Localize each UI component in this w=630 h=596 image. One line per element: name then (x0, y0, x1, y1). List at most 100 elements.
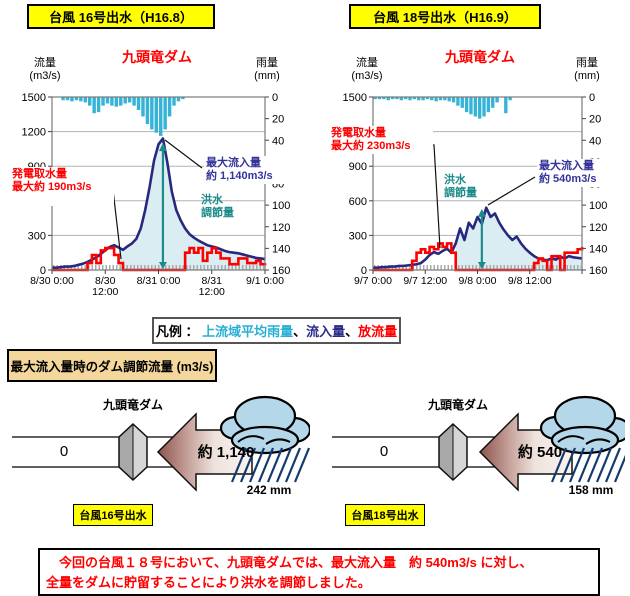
right-chart-flow-axis-label: 流量 (m3/s) (351, 57, 383, 82)
svg-text:300: 300 (28, 230, 46, 242)
left-diagram-downstream-value: 0 (59, 443, 69, 460)
rain-bar (70, 97, 74, 102)
left-chart-flow-axis-label: 流量 (m3/s) (29, 57, 61, 82)
left-diagram-dam-label: 九頭竜ダム (102, 398, 163, 412)
rain-bar (61, 97, 65, 101)
right-dam-diagram (332, 395, 625, 492)
rain-bar (417, 97, 421, 101)
svg-text:0: 0 (40, 265, 46, 277)
legend-rainfall: 上流域平均雨量 (202, 324, 294, 339)
svg-text:8/31: 8/31 (202, 275, 223, 287)
rain-bar (504, 97, 508, 114)
flood-storage-area (118, 138, 265, 270)
rain-bar (110, 97, 114, 106)
left-dam-diagram (12, 395, 310, 492)
left-hydrograph-chart: 0300600900120015000204060801001201401608… (22, 92, 291, 298)
rain-bar (482, 97, 486, 117)
right-diagram-rain-total: 158 mm (568, 483, 614, 497)
rain-bar (101, 97, 105, 106)
rain-bar (430, 97, 434, 101)
rain-bar (438, 97, 443, 101)
rain-bar (508, 97, 512, 101)
rain-bar (105, 97, 110, 104)
dam-icon (439, 424, 453, 480)
right-diagram-tag: 台風18号出水 (345, 504, 425, 526)
legend-inflow: 流入量 (306, 324, 346, 339)
left-chart-flood-control-label: 洪水 調節量 (201, 194, 234, 219)
rain-bar (451, 97, 456, 103)
svg-text:120: 120 (589, 222, 607, 234)
section-header: 最大流入量時のダム調節流量 (m3/s) (7, 349, 217, 382)
rain-bar (114, 97, 119, 107)
flood-storage-area (455, 207, 582, 270)
svg-text:40: 40 (272, 135, 284, 147)
rain-bar (79, 97, 83, 102)
rain-bar (176, 97, 181, 102)
rain-bar (478, 97, 482, 119)
left-chart-rain-axis-label: 雨量 (mm) (254, 57, 280, 82)
rain-bar (395, 97, 399, 100)
rain-bar (473, 97, 477, 117)
svg-text:300: 300 (349, 230, 367, 242)
rain-bar (145, 97, 150, 125)
svg-text:9/7 0:00: 9/7 0:00 (354, 275, 392, 287)
rain-bar (167, 97, 172, 117)
svg-text:0: 0 (589, 92, 595, 104)
rain-bar (181, 97, 185, 100)
rain-bar (425, 97, 430, 100)
svg-text:12:00: 12:00 (92, 286, 118, 298)
svg-text:160: 160 (272, 265, 290, 277)
dam-icon (119, 424, 133, 480)
rain-bar (486, 97, 491, 113)
rain-bar (373, 97, 377, 100)
rain-bar (464, 97, 469, 113)
left-chart-peak-annotation: 最大流入量 約 1,140m3/s (204, 156, 304, 184)
rain-bar (382, 97, 386, 100)
svg-text:1500: 1500 (343, 92, 367, 104)
svg-text:120: 120 (272, 222, 290, 234)
rain-bar (469, 97, 473, 115)
right-hydrograph-chart: 0300600900120015000204060801001201401609… (343, 92, 608, 287)
rain-bar (65, 97, 70, 101)
rain-bar (460, 97, 464, 108)
rain-bar (136, 97, 141, 110)
right-typhoon-title: 台風 18号出水（H16.9） (373, 10, 517, 25)
rain-bar (88, 97, 92, 106)
rain-bar (491, 97, 495, 108)
rain-bar (154, 97, 158, 133)
svg-text:8/31 0:00: 8/31 0:00 (137, 275, 181, 287)
rain-bar (443, 97, 447, 101)
svg-text:900: 900 (349, 161, 367, 173)
rain-bar (141, 97, 145, 117)
rain-cloud-icon (219, 395, 310, 483)
rain-bar (83, 97, 87, 103)
legend-outflow: 放流量 (358, 324, 398, 339)
svg-text:140: 140 (589, 243, 607, 255)
right-diagram-inflow-value: 約 540 (517, 444, 563, 461)
left-diagram-rain-total: 242 mm (246, 483, 292, 497)
rain-bar (159, 97, 163, 136)
svg-text:8/30 0:00: 8/30 0:00 (30, 275, 74, 287)
rain-bar (74, 97, 79, 101)
summary-note: 今回の台風１８号において、九頭竜ダムでは、最大流入量 約 540m3/s に対し… (38, 548, 600, 596)
svg-text:1200: 1200 (22, 127, 46, 139)
svg-text:12:00: 12:00 (199, 286, 225, 298)
right-chart-rain-axis-label: 雨量 (mm) (574, 57, 600, 82)
rain-bar (377, 97, 382, 100)
rain-bar (386, 97, 390, 101)
left-chart-intake-annotation: 発電取水量 最大約 190m3/s (10, 167, 114, 206)
svg-text:40: 40 (589, 135, 601, 147)
svg-text:0: 0 (272, 92, 278, 104)
rain-bar (150, 97, 154, 130)
summary-note-line1: 今回の台風１８号において、九頭竜ダムでは、最大流入量 約 540m3/s に対し… (46, 555, 533, 570)
summary-note-line2: 全量をダムに貯留することにより洪水を調節しました。 (46, 575, 371, 591)
rain-bar (403, 97, 408, 100)
left-diagram-inflow-value: 約 1,140 (197, 444, 255, 461)
rain-bar (119, 97, 123, 106)
svg-text:160: 160 (589, 265, 607, 277)
left-typhoon-title-box: 台風 16号出水（H16.8） (27, 4, 215, 29)
rain-bar (92, 97, 96, 114)
svg-text:8/30: 8/30 (95, 275, 116, 287)
rain-bar (434, 97, 438, 102)
